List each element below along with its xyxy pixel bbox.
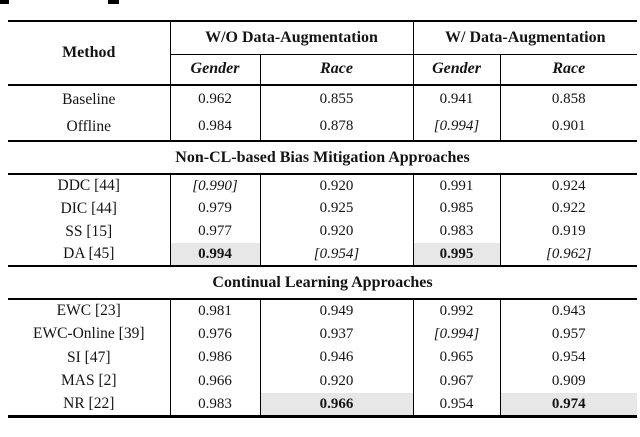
value-cell: 0.878 [259,113,414,142]
value-cell: 0.994 [169,243,260,267]
table-row: SS [15] 0.977 0.920 0.983 0.919 [8,220,638,243]
value-cell: 0.946 [259,346,414,370]
col-header-w-data-augmentation: W/ Data-Augmentation [412,20,638,55]
cropped-text-fragment-right [108,0,119,4]
value-cell: 0.949 [259,299,414,323]
table-row: NR [22] 0.983 0.966 0.954 0.974 [8,393,638,418]
table-row: SI [47] 0.986 0.946 0.965 0.954 [8,346,638,370]
method-cell: DA [45] [8,243,170,267]
col-header-race-wo: Race [259,54,414,86]
table-row: Baseline 0.962 0.855 0.941 0.858 [8,85,638,113]
value-cell: [0.954] [259,243,414,267]
col-header-method: Method [8,20,170,86]
value-cell: 0.966 [259,393,414,418]
table-row: MAS [2] 0.966 0.920 0.967 0.909 [8,369,638,393]
value-cell: 0.974 [499,393,638,418]
value-cell: 0.983 [169,393,260,418]
value-cell: 0.966 [169,369,260,393]
cropped-text-fragment-left [0,0,9,4]
value-cell: 0.965 [412,346,501,370]
value-cell: 0.937 [259,322,414,346]
value-cell: 0.985 [412,197,501,220]
col-header-wo-data-augmentation: W/O Data-Augmentation [169,20,414,55]
value-cell: 0.967 [412,369,501,393]
method-cell: SS [15] [65,222,113,240]
value-cell: 0.981 [169,299,260,323]
value-cell: [0.994] [412,322,501,346]
method-cell: SI [47] [67,348,111,366]
method-cell: EWC [23] [56,302,121,320]
method-cell: MAS [2] [60,372,117,390]
value-cell: [0.962] [499,243,638,267]
value-cell: 0.909 [499,369,638,393]
sub-header-row: Gender Race Gender Race [8,54,638,86]
value-cell: 0.991 [412,174,501,197]
method-cell: Offline [8,113,170,142]
value-cell: 0.983 [412,220,501,243]
method-cell: EWC-Online [39] [33,325,145,343]
value-cell: 0.962 [169,85,260,113]
value-cell: 0.941 [412,85,501,113]
table-row: DIC [44] 0.979 0.925 0.985 0.922 [8,197,638,220]
col-header-gender-w: Gender [412,54,501,86]
section-header-row: Non-CL-based Bias Mitigation Approaches [8,141,638,175]
table-row: DA [45] 0.994 [0.954] 0.995 [0.962] [8,243,638,267]
value-cell: 0.858 [499,85,638,113]
value-cell: 0.954 [499,346,638,370]
value-cell: 0.979 [169,197,260,220]
value-cell: 0.976 [169,322,260,346]
value-cell: 0.984 [169,113,260,142]
col-header-gender-wo: Gender [169,54,260,86]
table-row: EWC-Online [39] 0.976 0.937 [0.994] 0.957 [8,322,638,346]
value-cell: [0.990] [169,174,260,197]
value-cell: 0.901 [499,113,638,142]
method-cell: DDC [44] [57,177,120,194]
value-cell: 0.855 [259,85,414,113]
value-cell: 0.924 [499,174,638,197]
value-cell: 0.920 [259,369,414,393]
section-title: Continual Learning Approaches [8,266,638,300]
value-cell: 0.920 [259,174,414,197]
table-row: Offline 0.984 0.878 [0.994] 0.901 [8,113,638,142]
method-cell: Baseline [62,90,116,108]
value-cell: 0.957 [499,322,638,346]
value-cell: 0.977 [169,220,260,243]
method-cell: NR [22] [8,393,170,418]
col-header-race-w: Race [499,54,638,86]
group-header-row: Method W/O Data-Augmentation W/ Data-Aug… [8,20,638,86]
table-row: DDC [44] [0.990] 0.920 0.991 0.924 [8,174,638,197]
value-cell: 0.954 [412,393,501,418]
results-table: Method W/O Data-Augmentation W/ Data-Aug… [8,20,638,418]
value-cell: 0.922 [499,197,638,220]
section-header-row: Continual Learning Approaches [8,266,638,300]
value-cell: 0.995 [412,243,501,267]
value-cell: 0.943 [499,299,638,323]
table-row: EWC [23] 0.981 0.949 0.992 0.943 [8,299,638,323]
method-cell: DIC [44] [60,199,117,217]
section-title: Non-CL-based Bias Mitigation Approaches [8,141,638,175]
value-cell: 0.920 [259,220,414,243]
value-cell: 0.919 [499,220,638,243]
value-cell: 0.925 [259,197,414,220]
value-cell: 0.992 [412,299,501,323]
value-cell: 0.986 [169,346,260,370]
value-cell: [0.994] [412,113,501,142]
